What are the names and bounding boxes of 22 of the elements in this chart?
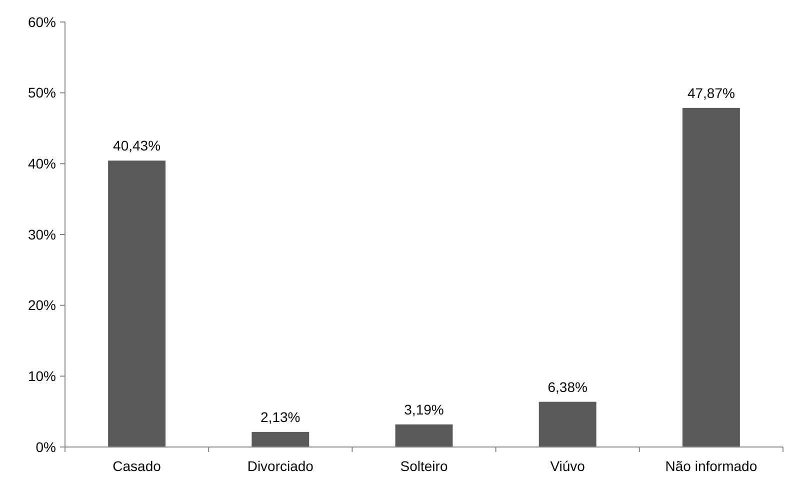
bar <box>108 160 166 447</box>
bar <box>538 402 596 447</box>
x-tick-label: Divorciado <box>247 458 314 474</box>
bar <box>682 108 740 447</box>
y-tick-label: 30% <box>28 226 56 242</box>
y-tick-label: 10% <box>28 368 56 384</box>
x-tick-label: Solteiro <box>400 458 448 474</box>
data-label: 40,43% <box>113 138 161 154</box>
bar <box>395 424 453 447</box>
data-label: 2,13% <box>260 408 300 425</box>
bar <box>252 432 310 447</box>
data-label: 47,87% <box>687 84 735 101</box>
x-tick-label: Não informado <box>665 458 758 474</box>
x-tick-label: Viúvo <box>550 458 586 474</box>
y-tick-label: 20% <box>28 297 56 314</box>
y-tick-label: 40% <box>28 156 56 172</box>
data-label: 6,38% <box>548 378 588 395</box>
y-tick-label: 60% <box>28 14 56 30</box>
y-tick-label: 0% <box>36 438 56 455</box>
y-tick-label: 50% <box>28 84 56 101</box>
data-label: 3,19% <box>404 401 444 418</box>
x-tick-label: Casado <box>112 458 162 474</box>
